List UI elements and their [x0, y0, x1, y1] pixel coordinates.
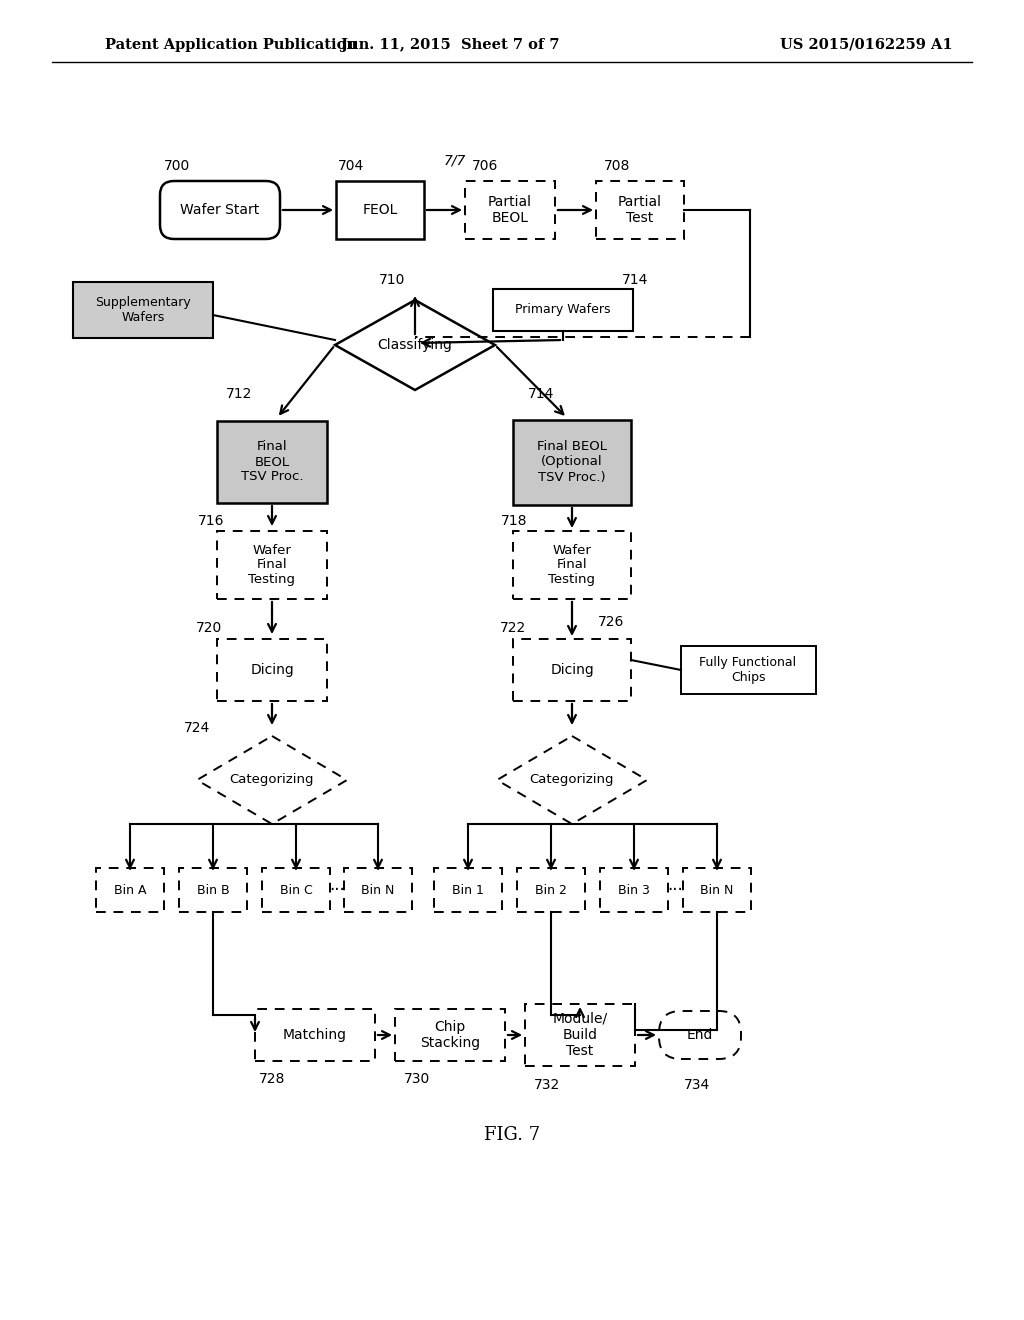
Text: Chip
Stacking: Chip Stacking	[420, 1020, 480, 1051]
Text: Wafer
Final
Testing: Wafer Final Testing	[549, 544, 596, 586]
Text: ···: ···	[329, 880, 345, 899]
Text: 708: 708	[603, 158, 630, 173]
Text: 722: 722	[500, 620, 526, 635]
Text: Bin C: Bin C	[280, 883, 312, 896]
Text: Dicing: Dicing	[250, 663, 294, 677]
Bar	[525, 1005, 635, 1067]
Bar	[517, 869, 585, 912]
Text: Classifying: Classifying	[378, 338, 453, 352]
Polygon shape	[197, 737, 347, 824]
Text: 7/7: 7/7	[443, 153, 466, 168]
Text: US 2015/0162259 A1: US 2015/0162259 A1	[780, 38, 952, 51]
Text: 734: 734	[684, 1078, 710, 1092]
Text: End: End	[687, 1028, 713, 1041]
Bar	[217, 639, 327, 701]
Text: 718: 718	[501, 513, 527, 528]
Text: Bin B: Bin B	[197, 883, 229, 896]
Text: 710: 710	[379, 273, 406, 286]
Text: Categorizing: Categorizing	[229, 774, 314, 787]
Bar	[217, 531, 327, 599]
Text: 712: 712	[225, 387, 252, 401]
Text: Bin A: Bin A	[114, 883, 146, 896]
Text: 726: 726	[598, 615, 624, 630]
Text: FIG. 7: FIG. 7	[484, 1126, 540, 1144]
Text: Bin N: Bin N	[361, 883, 394, 896]
Text: 714: 714	[527, 387, 554, 401]
Text: Wafer
Final
Testing: Wafer Final Testing	[249, 544, 296, 586]
Text: 714: 714	[622, 273, 648, 286]
Bar	[395, 1008, 505, 1061]
Bar	[493, 289, 633, 331]
Text: ···: ···	[667, 880, 683, 899]
Text: Final BEOL
(Optional
TSV Proc.): Final BEOL (Optional TSV Proc.)	[537, 441, 607, 483]
Text: 728: 728	[259, 1072, 285, 1086]
Text: Bin 2: Bin 2	[536, 883, 567, 896]
Text: Primary Wafers: Primary Wafers	[515, 304, 610, 317]
Bar	[217, 421, 327, 503]
Text: 732: 732	[534, 1078, 560, 1092]
Bar	[683, 869, 751, 912]
Text: Patent Application Publication: Patent Application Publication	[105, 38, 357, 51]
Text: 730: 730	[403, 1072, 430, 1086]
Text: 700: 700	[164, 158, 190, 173]
Text: Wafer Start: Wafer Start	[180, 203, 260, 216]
Text: Bin 3: Bin 3	[618, 883, 650, 896]
Text: Module/
Build
Test: Module/ Build Test	[552, 1012, 607, 1059]
Text: Partial
BEOL: Partial BEOL	[488, 195, 532, 226]
Bar	[255, 1008, 375, 1061]
Bar	[596, 181, 684, 239]
Text: Supplementary
Wafers: Supplementary Wafers	[95, 296, 190, 323]
Text: Bin 1: Bin 1	[452, 883, 484, 896]
Bar	[513, 639, 631, 701]
Bar	[179, 869, 247, 912]
Text: 706: 706	[472, 158, 498, 173]
Text: Partial
Test: Partial Test	[618, 195, 662, 226]
Polygon shape	[335, 300, 495, 389]
Bar	[336, 181, 424, 239]
Text: 724: 724	[183, 721, 210, 735]
Text: Jun. 11, 2015  Sheet 7 of 7: Jun. 11, 2015 Sheet 7 of 7	[341, 38, 559, 51]
Polygon shape	[497, 737, 647, 824]
Text: Final
BEOL
TSV Proc.: Final BEOL TSV Proc.	[241, 441, 303, 483]
Bar	[513, 420, 631, 504]
Text: Bin N: Bin N	[700, 883, 733, 896]
Bar	[96, 869, 164, 912]
Bar	[681, 645, 815, 694]
Text: FEOL: FEOL	[362, 203, 397, 216]
Bar	[73, 282, 213, 338]
Bar	[434, 869, 502, 912]
Text: Matching: Matching	[283, 1028, 347, 1041]
Text: 716: 716	[198, 513, 224, 528]
Text: 704: 704	[338, 158, 364, 173]
FancyBboxPatch shape	[659, 1011, 741, 1059]
Bar	[513, 531, 631, 599]
Bar	[600, 869, 668, 912]
FancyBboxPatch shape	[160, 181, 280, 239]
Text: 720: 720	[196, 620, 222, 635]
Bar	[465, 181, 555, 239]
Bar	[344, 869, 412, 912]
Bar	[262, 869, 330, 912]
Text: Fully Functional
Chips: Fully Functional Chips	[699, 656, 797, 684]
Text: Dicing: Dicing	[550, 663, 594, 677]
Text: Categorizing: Categorizing	[529, 774, 614, 787]
